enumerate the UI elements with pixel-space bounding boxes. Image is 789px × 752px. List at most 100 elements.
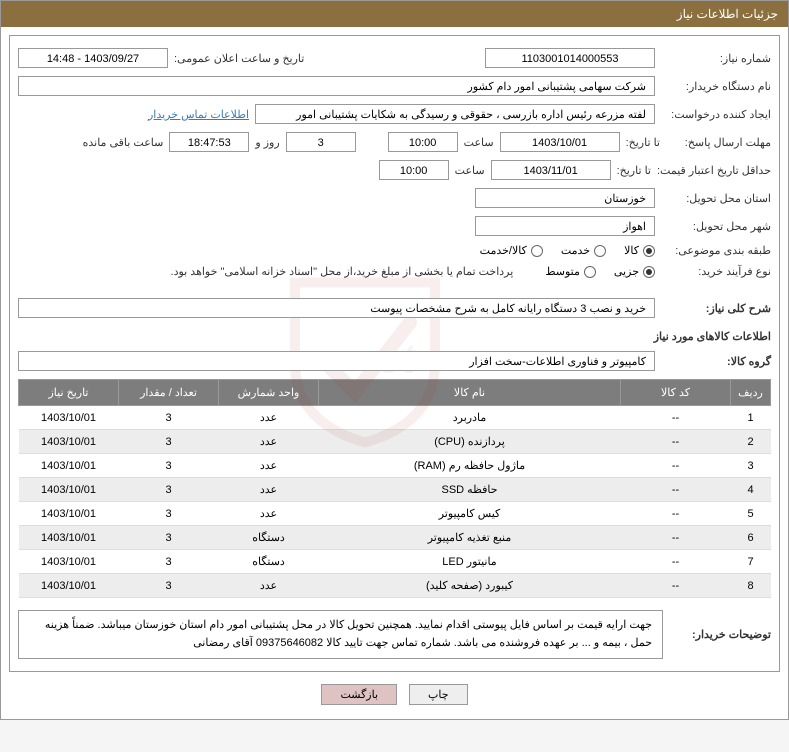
radio-circle-icon [531, 245, 543, 257]
table-cell: 2 [731, 430, 771, 454]
table-cell: 1403/10/01 [19, 526, 119, 550]
radio-goods-service[interactable]: کالا/خدمت [480, 244, 543, 257]
need-number-value: 1103001014000553 [485, 48, 655, 68]
radio-service[interactable]: خدمت [561, 244, 606, 257]
row-buyer-notes: توضیحات خریدار: جهت ارایه قیمت بر اساس ف… [18, 610, 771, 659]
table-cell: کیس کامپیوتر [319, 502, 621, 526]
table-row: 2--پردازنده (CPU)عدد31403/10/01 [19, 430, 771, 454]
radio-medium[interactable]: متوسط [545, 265, 596, 278]
back-button[interactable]: بازگشت [321, 684, 397, 705]
table-cell: 1403/10/01 [19, 478, 119, 502]
table-row: 6--منبع تغذیه کامپیوتردستگاه31403/10/01 [19, 526, 771, 550]
row-purchase-type: نوع فرآیند خرید: جزیی متوسط پرداخت تمام … [18, 265, 771, 278]
table-cell: عدد [219, 406, 319, 430]
price-date-value: 1403/11/01 [491, 160, 611, 180]
table-row: 8--کیبورد (صفحه کلید)عدد31403/10/01 [19, 574, 771, 598]
reply-time-value: 10:00 [388, 132, 458, 152]
table-row: 1--مادربردعدد31403/10/01 [19, 406, 771, 430]
radio-minor[interactable]: جزیی [614, 265, 655, 278]
table-cell: عدد [219, 454, 319, 478]
goods-group-value: کامپیوتر و فناوری اطلاعات-سخت افزار [18, 351, 655, 371]
time-left-label: ساعت باقی مانده [83, 136, 164, 149]
print-button[interactable]: چاپ [409, 684, 468, 705]
col-qty: تعداد / مقدار [119, 380, 219, 406]
col-item-name: نام کالا [319, 380, 621, 406]
radio-circle-icon [643, 266, 655, 278]
table-cell: -- [621, 574, 731, 598]
radio-service-label: خدمت [561, 244, 590, 257]
row-buyer-org: نام دستگاه خریدار: شرکت سهامی پشتیبانی ا… [18, 76, 771, 96]
table-cell: کیبورد (صفحه کلید) [319, 574, 621, 598]
table-cell: عدد [219, 478, 319, 502]
radio-goods-label: کالا [624, 244, 639, 257]
table-cell: 3 [119, 454, 219, 478]
table-cell: 5 [731, 502, 771, 526]
table-cell: -- [621, 430, 731, 454]
table-cell: 3 [119, 526, 219, 550]
reply-deadline-label: مهلت ارسال پاسخ: [666, 136, 771, 149]
until-date-label-2: تا تاریخ: [617, 164, 651, 177]
days-and-label: روز و [255, 136, 279, 149]
col-row-num: ردیف [731, 380, 771, 406]
table-cell: 1403/10/01 [19, 574, 119, 598]
requester-value: لفته مزرعه رئیس اداره بازرسی ، حقوقی و ر… [255, 104, 655, 124]
need-desc-value: خرید و نصب 3 دستگاه رایانه کامل به شرح م… [18, 298, 655, 318]
col-need-date: تاریخ نیاز [19, 380, 119, 406]
row-goods-group: گروه کالا: کامپیوتر و فناوری اطلاعات-سخت… [18, 351, 771, 371]
delivery-province-label: استان محل تحویل: [661, 192, 771, 205]
table-cell: -- [621, 478, 731, 502]
announce-label: تاریخ و ساعت اعلان عمومی: [174, 52, 304, 65]
requester-label: ایجاد کننده درخواست: [661, 108, 771, 121]
items-section-title: اطلاعات کالاهای مورد نیاز [18, 330, 771, 343]
table-row: 7--مانیتور LEDدستگاه31403/10/01 [19, 550, 771, 574]
table-cell: 1 [731, 406, 771, 430]
table-cell: -- [621, 550, 731, 574]
radio-circle-icon [584, 266, 596, 278]
main-panel: جزئیات اطلاعات نیاز et شماره نیاز: 11030… [0, 0, 789, 720]
table-cell: منبع تغذیه کامپیوتر [319, 526, 621, 550]
table-cell: پردازنده (CPU) [319, 430, 621, 454]
row-need-number: شماره نیاز: 1103001014000553 تاریخ و ساع… [18, 48, 771, 68]
radio-circle-icon [643, 245, 655, 257]
price-validity-label: حداقل تاریخ اعتبار قیمت: [657, 164, 771, 177]
delivery-province-value: خوزستان [475, 188, 655, 208]
table-cell: -- [621, 502, 731, 526]
table-cell: 8 [731, 574, 771, 598]
content-area: et شماره نیاز: 1103001014000553 تاریخ و … [1, 27, 788, 719]
col-unit: واحد شمارش [219, 380, 319, 406]
table-cell: 3 [731, 454, 771, 478]
table-cell: دستگاه [219, 550, 319, 574]
table-cell: 6 [731, 526, 771, 550]
until-date-label: تا تاریخ: [626, 136, 660, 149]
table-cell: عدد [219, 430, 319, 454]
table-cell: مانیتور LED [319, 550, 621, 574]
delivery-city-value: اهواز [475, 216, 655, 236]
radio-goods[interactable]: کالا [624, 244, 655, 257]
price-time-value: 10:00 [379, 160, 449, 180]
table-cell: 4 [731, 478, 771, 502]
col-item-code: کد کالا [621, 380, 731, 406]
goods-group-label: گروه کالا: [661, 355, 771, 368]
table-cell: حافظه SSD [319, 478, 621, 502]
purchase-type-radio-group: جزیی متوسط [545, 265, 655, 278]
row-need-desc: شرح کلی نیاز: خرید و نصب 3 دستگاه رایانه… [18, 298, 771, 318]
announce-value: 1403/09/27 - 14:48 [18, 48, 168, 68]
at-label-1: ساعت [464, 136, 494, 149]
table-cell: -- [621, 406, 731, 430]
table-cell: 3 [119, 478, 219, 502]
category-label: طبقه بندی موضوعی: [661, 244, 771, 257]
table-cell: 1403/10/01 [19, 454, 119, 478]
radio-circle-icon [594, 245, 606, 257]
buyer-contact-link[interactable]: اطلاعات تماس خریدار [148, 108, 249, 121]
table-cell: 3 [119, 406, 219, 430]
table-row: 4--حافظه SSDعدد31403/10/01 [19, 478, 771, 502]
table-cell: 1403/10/01 [19, 406, 119, 430]
table-cell: 3 [119, 502, 219, 526]
buyer-org-label: نام دستگاه خریدار: [661, 80, 771, 93]
days-count-value: 3 [286, 132, 356, 152]
buyer-notes-label: توضیحات خریدار: [671, 628, 771, 641]
button-bar: چاپ بازگشت [9, 672, 780, 711]
row-reply-deadline: مهلت ارسال پاسخ: تا تاریخ: 1403/10/01 سا… [18, 132, 771, 152]
items-table: ردیف کد کالا نام کالا واحد شمارش تعداد /… [18, 379, 771, 598]
table-cell: 7 [731, 550, 771, 574]
